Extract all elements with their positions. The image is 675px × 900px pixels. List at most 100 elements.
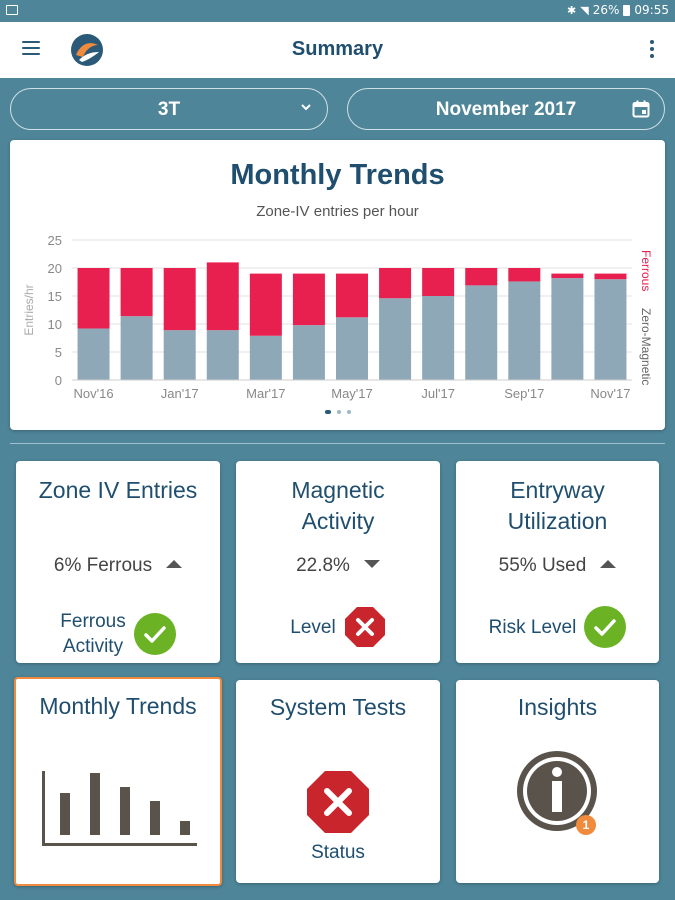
scanner-select[interactable]: 3T	[10, 88, 328, 130]
month-picker-value: November 2017	[435, 99, 577, 120]
overflow-menu-icon[interactable]	[649, 40, 655, 60]
tile-metric-value: 55% Used	[498, 555, 587, 576]
status-label: Risk Level	[488, 616, 577, 638]
tile-title: System Tests	[269, 694, 407, 720]
bar-zero-magnetic	[508, 281, 541, 380]
monthly-trends-chart-card[interactable]: Monthly Trends Zone-IV entries per hour …	[10, 140, 665, 430]
tile-status: Ferrous Activity	[16, 609, 220, 659]
x-tick-label: May'17	[331, 386, 373, 401]
wifi-icon: ◥	[580, 3, 589, 17]
y-tick-label: 0	[55, 373, 62, 388]
image-notification-icon	[6, 5, 18, 15]
y-tick-label: 20	[48, 261, 62, 276]
tile-title-line-1: Entryway	[510, 477, 605, 503]
tile-title: Magnetic Activity	[236, 475, 440, 537]
zone-iv-entries-tile[interactable]: Zone IV Entries 6% Ferrous Ferrous Activ…	[16, 461, 220, 663]
check-circle-icon	[133, 613, 176, 655]
bluetooth-icon: ✱	[567, 3, 577, 17]
bar-zero-magnetic	[379, 298, 412, 380]
x-tick-label: Jul'17	[421, 386, 455, 401]
legend-ferrous: Ferrous	[639, 250, 653, 291]
bar-zero-magnetic	[77, 328, 110, 380]
magnetic-activity-tile[interactable]: Magnetic Activity 22.8% Level	[236, 461, 440, 663]
bar-zero-magnetic	[594, 279, 627, 380]
bar-zero-magnetic	[422, 296, 455, 380]
battery-percent: 26%	[592, 3, 620, 17]
bar-ferrous	[508, 268, 541, 282]
tile-metric: 55% Used	[456, 555, 659, 577]
x-tick-label: Mar'17	[246, 386, 285, 401]
bar-ferrous	[163, 268, 196, 331]
y-tick-label: 5	[55, 345, 62, 360]
clock: 09:55	[634, 3, 669, 17]
bar-ferrous	[379, 268, 412, 299]
chart-title: Monthly Trends	[230, 159, 445, 191]
y-axis-label: Entries/hr	[22, 284, 36, 335]
month-picker[interactable]: November 2017	[347, 88, 665, 130]
bar-ferrous	[422, 268, 455, 296]
stacked-bar-chart: 0 5 10 15 20 25 Entries/hr Nov'16 Jan'17 Mar'17 Ma…	[22, 233, 653, 401]
check-circle-icon	[584, 606, 627, 648]
y-tick-label: 25	[48, 233, 62, 248]
bar-ferrous	[551, 273, 584, 279]
tile-title-line-2: Utilization	[507, 508, 608, 534]
entryway-utilization-tile[interactable]: Entryway Utilization 55% Used Risk Level	[456, 461, 659, 663]
chart-subtitle: Zone-IV entries per hour	[256, 203, 419, 220]
section-divider	[10, 443, 665, 444]
bar-ferrous	[594, 273, 627, 280]
battery-icon	[623, 4, 631, 16]
y-tick-label: 10	[48, 317, 62, 332]
x-tick-label: Sep'17	[504, 386, 544, 401]
calendar-icon	[632, 100, 650, 118]
tile-title: Monthly Trends	[39, 693, 197, 719]
bar-zero-magnetic	[163, 330, 196, 380]
chevron-down-icon	[301, 104, 311, 111]
tile-status: Level	[236, 606, 440, 648]
bar-zero-magnetic	[465, 285, 498, 380]
status-label: Level	[290, 616, 336, 638]
bar-ferrous	[465, 268, 498, 286]
trend-up-icon	[166, 560, 183, 568]
tile-title: Zone IV Entries	[38, 477, 198, 503]
y-tick-label: 15	[48, 289, 62, 304]
x-tick-label: Nov'17	[590, 386, 630, 401]
bar-ferrous	[120, 268, 153, 317]
bar-zero-magnetic	[292, 325, 325, 380]
bar-chart-icon	[42, 771, 197, 846]
tile-metric: 22.8%	[236, 555, 440, 577]
tile-title: Entryway Utilization	[456, 475, 659, 537]
page-dot	[336, 410, 341, 414]
tile-title: Insights	[517, 694, 598, 720]
trend-up-icon	[600, 560, 617, 568]
bar-ferrous	[77, 268, 110, 329]
tile-metric-value: 6% Ferrous	[53, 555, 153, 576]
bar-zero-magnetic	[120, 316, 153, 380]
status-label-line-2: Activity	[62, 636, 124, 657]
trend-down-icon	[363, 560, 380, 568]
bar-zero-magnetic	[249, 335, 282, 380]
page-dot	[346, 410, 351, 414]
status-label-line-1: Ferrous	[60, 611, 126, 632]
page-dot-active	[324, 410, 331, 414]
status-bar-right: ✱ ◥ 26% 09:55	[567, 3, 669, 17]
monthly-trends-tile[interactable]: Monthly Trends	[14, 677, 222, 886]
app-logo-icon	[71, 34, 103, 66]
system-tests-tile[interactable]: System Tests Status	[236, 680, 440, 883]
bar-zero-magnetic	[551, 278, 584, 380]
stop-alert-icon	[344, 607, 385, 647]
tile-title-line-1: Magnetic	[291, 477, 385, 503]
bar-ferrous	[292, 273, 325, 326]
bar-zero-magnetic	[206, 330, 239, 380]
app-bar: Summary	[0, 22, 675, 78]
insights-tile[interactable]: Insights 1	[456, 680, 659, 883]
hamburger-menu-icon[interactable]	[22, 41, 40, 55]
status-label: Ferrous Activity	[60, 609, 125, 659]
tile-metric-value: 22.8%	[296, 555, 350, 576]
tile-metric: 6% Ferrous	[16, 555, 220, 577]
bar-ferrous	[206, 262, 239, 331]
info-icon	[517, 751, 597, 831]
status-bar: ✱ ◥ 26% 09:55	[0, 0, 675, 22]
bar-ferrous	[249, 273, 282, 336]
tile-title-line-2: Activity	[301, 508, 375, 534]
carousel-page-indicator	[10, 410, 665, 414]
